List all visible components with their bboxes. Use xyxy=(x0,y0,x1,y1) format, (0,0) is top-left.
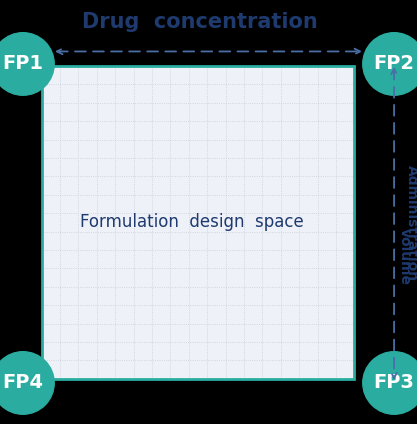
Circle shape xyxy=(363,351,417,414)
Circle shape xyxy=(363,33,417,95)
Text: Drug  concentration: Drug concentration xyxy=(82,12,318,32)
Text: FP2: FP2 xyxy=(374,54,414,73)
Bar xyxy=(42,66,354,379)
Text: FP3: FP3 xyxy=(374,374,414,393)
Text: Administration: Administration xyxy=(404,165,417,282)
Text: volume: volume xyxy=(398,229,412,285)
Text: FP1: FP1 xyxy=(3,54,43,73)
Text: Formulation  design  space: Formulation design space xyxy=(80,213,304,232)
Text: FP4: FP4 xyxy=(3,374,43,393)
Bar xyxy=(42,66,354,379)
Circle shape xyxy=(0,33,54,95)
Circle shape xyxy=(0,351,54,414)
